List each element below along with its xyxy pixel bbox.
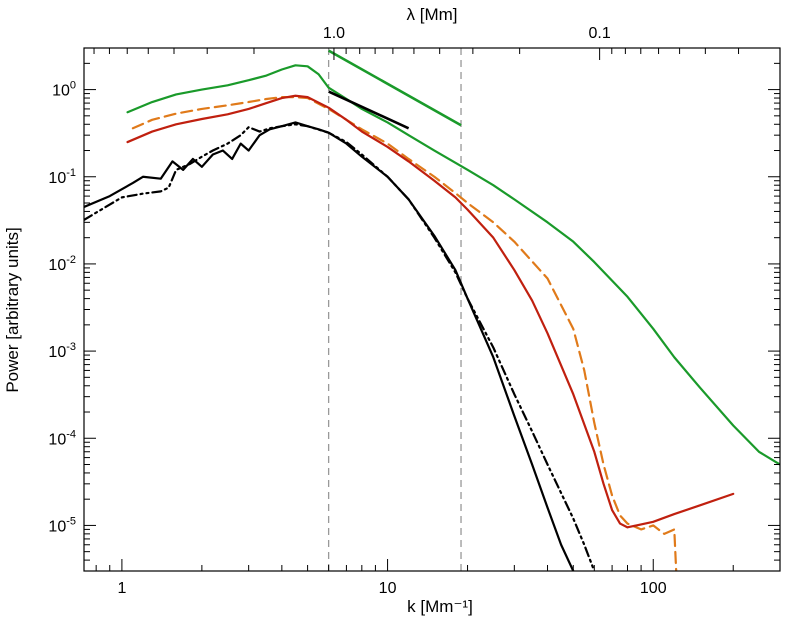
series-line-2: [131, 95, 678, 571]
y-tick-exponent: -5: [66, 515, 76, 527]
y-tick-label: 10-5: [48, 515, 76, 535]
y-axis-label: Power [arbitrary units]: [3, 227, 22, 392]
reference-slope-line-2: [327, 49, 462, 127]
y-tick-label: 10-4: [48, 428, 76, 448]
series-layer: [84, 49, 780, 571]
y-tick-exponent: -2: [66, 254, 76, 266]
y-tick-label: 10-3: [48, 341, 76, 361]
series-line-5: [84, 123, 596, 571]
top-axis-label: λ [Mm]: [407, 5, 458, 24]
top-tick-label: 0.1: [589, 25, 611, 42]
reference-layer: [327, 48, 462, 571]
plot-frame: [83, 47, 781, 572]
axes-layer: [83, 47, 781, 572]
label-layer: k [Mm⁻¹] λ [Mm] Power [arbitrary units] …: [3, 5, 667, 616]
y-tick-label: 100: [52, 80, 76, 100]
top-tick-label: 1.0: [323, 25, 345, 42]
y-tick-exponent: -4: [66, 428, 76, 440]
series-line-3: [126, 94, 735, 529]
y-tick-label: 10-1: [48, 167, 76, 187]
x-tick-label: 1: [117, 580, 126, 597]
y-tick-exponent: -3: [66, 341, 76, 353]
x-tick-label: 100: [640, 580, 667, 597]
x-tick-label: 10: [379, 580, 397, 597]
y-tick-label: 10-2: [48, 254, 76, 274]
reference-slope-line-1: [328, 90, 410, 130]
x-axis-label: k [Mm⁻¹]: [407, 597, 473, 616]
y-tick-exponent: 0: [70, 80, 76, 92]
y-tick-exponent: -1: [66, 167, 76, 179]
series-line-1: [126, 64, 780, 466]
